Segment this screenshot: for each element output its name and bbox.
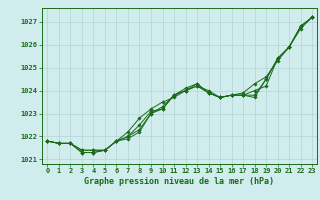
X-axis label: Graphe pression niveau de la mer (hPa): Graphe pression niveau de la mer (hPa) [84, 177, 274, 186]
